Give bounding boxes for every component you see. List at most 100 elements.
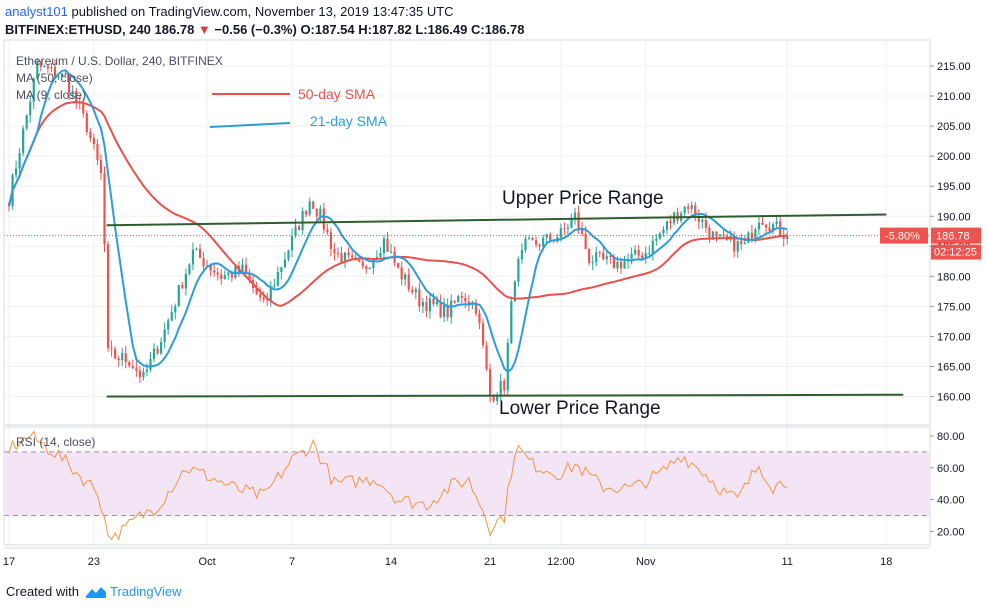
candle-body xyxy=(538,244,541,247)
candle-body xyxy=(138,370,141,378)
candle-body xyxy=(775,221,778,225)
candle-body xyxy=(704,219,707,228)
time-tick-label: 14 xyxy=(385,556,397,568)
time-tick-label: 12:00 xyxy=(547,556,575,568)
candle-body xyxy=(294,226,297,236)
candle-body xyxy=(57,76,60,78)
candle-body xyxy=(559,228,562,238)
candle-body xyxy=(764,224,768,228)
rsi-tick-label: 20.00 xyxy=(937,526,965,538)
upper-range-label: Upper Price Range xyxy=(502,188,664,209)
ma50-legend: MA (50, close) xyxy=(16,71,93,85)
candle-body xyxy=(103,173,106,245)
candle-body xyxy=(481,323,485,346)
lower-range-label: Lower Price Range xyxy=(499,398,661,419)
candle-body xyxy=(188,264,191,274)
candle-body xyxy=(637,249,640,256)
candle-body xyxy=(305,211,308,215)
candle-body xyxy=(174,305,177,313)
candle-body xyxy=(18,153,21,169)
price-badge: 186.78 xyxy=(936,231,970,243)
candle-body xyxy=(474,302,478,314)
candle-body xyxy=(156,348,159,354)
tradingview-brand[interactable]: TradingView xyxy=(109,584,182,599)
candle-body xyxy=(365,266,368,269)
candle-body xyxy=(276,271,279,286)
candle-body xyxy=(372,259,375,268)
candle-body xyxy=(496,396,499,401)
annotations: 50-day SMA 21-day SMA Upper Price Range Low… xyxy=(4,54,930,419)
candle-body xyxy=(135,368,138,371)
candle-body xyxy=(489,369,492,397)
candle-body xyxy=(99,160,103,174)
candle-body xyxy=(658,233,661,239)
sma21-line xyxy=(8,69,788,374)
candle-body xyxy=(230,272,233,278)
candle-body xyxy=(283,259,287,268)
timer-badge-bg xyxy=(931,244,981,260)
time-tick-label: 11 xyxy=(782,556,793,568)
sma50-line xyxy=(8,101,788,307)
candle-body xyxy=(595,252,598,263)
time-tick-label: 21 xyxy=(484,556,496,568)
candle-body xyxy=(690,205,693,209)
candle-body xyxy=(740,240,743,244)
candle-body xyxy=(630,254,633,259)
candle-body xyxy=(308,201,311,215)
candle-body xyxy=(598,252,601,254)
candle-body xyxy=(287,250,290,260)
sma21-legend-swatch xyxy=(209,122,291,128)
publish-line: analyst101 published on TradingView.com,… xyxy=(5,4,454,19)
candle-body xyxy=(167,320,170,330)
ma9-legend: MA (9, close) xyxy=(16,88,86,102)
candle-body xyxy=(542,237,545,247)
candle-body xyxy=(319,208,322,217)
candle-body xyxy=(202,258,205,267)
candle-body xyxy=(460,296,463,299)
candle-body xyxy=(418,289,421,307)
pct-badge: -5.80% xyxy=(885,231,920,243)
candle-body xyxy=(382,238,386,254)
candle-body xyxy=(503,380,506,391)
candle-body xyxy=(368,267,371,269)
candle-body xyxy=(439,301,442,317)
candle-body xyxy=(697,216,700,222)
candle-body xyxy=(198,248,202,259)
candle-body xyxy=(527,238,531,240)
candle-body xyxy=(223,274,226,279)
candle-body xyxy=(53,67,57,78)
candle-body xyxy=(524,238,527,251)
candle-body xyxy=(757,222,761,230)
candle-body xyxy=(577,212,580,230)
author-link[interactable]: analyst101 xyxy=(5,4,68,19)
candle-body xyxy=(244,264,248,275)
candle-body xyxy=(722,234,725,236)
candle-body xyxy=(379,253,382,257)
candle-body xyxy=(297,226,301,231)
candle-body xyxy=(397,262,400,268)
candle-body xyxy=(786,235,789,239)
candle-body xyxy=(591,262,594,264)
candle-body xyxy=(361,261,364,267)
candle-body xyxy=(450,300,453,318)
candle-body xyxy=(22,128,25,154)
price-change: −0.56 (−0.3%) xyxy=(214,22,297,37)
candle-body xyxy=(114,349,117,359)
rsi-pane-border xyxy=(3,426,931,546)
candle-body xyxy=(351,255,354,258)
candle-body xyxy=(570,218,573,228)
candle-body xyxy=(110,348,113,350)
price-tick-label: 215.00 xyxy=(937,61,971,73)
candle-body xyxy=(782,235,785,239)
ohlc-values: O:187.54 H:187.82 L:186.49 C:186.78 xyxy=(300,22,525,37)
price-tick-label: 210.00 xyxy=(937,91,971,103)
candle-body xyxy=(404,274,407,280)
candle-body xyxy=(92,138,95,145)
candle-body xyxy=(29,101,32,116)
candle-body xyxy=(510,301,513,343)
candle-body xyxy=(329,232,333,249)
candle-body xyxy=(241,264,244,273)
candle-body xyxy=(170,312,173,321)
candle-body xyxy=(340,253,343,263)
